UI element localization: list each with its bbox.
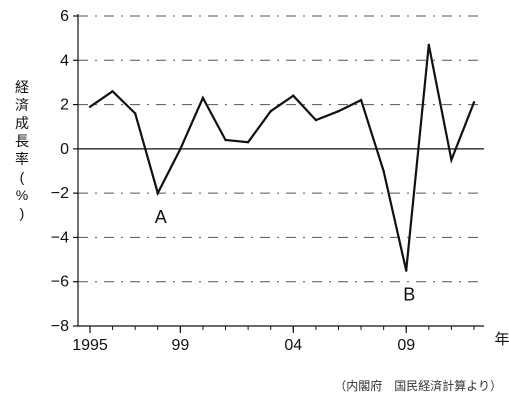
data-point [224, 138, 227, 142]
data-point [472, 101, 476, 104]
y-tick-label: 4 [60, 52, 69, 69]
data-point [314, 118, 318, 122]
data-point [88, 105, 92, 108]
grid-layer [78, 15, 484, 327]
y-tick-label: 0 [60, 141, 69, 158]
data-point [156, 191, 159, 195]
data-point [111, 90, 114, 93]
data-point [201, 96, 205, 100]
data-point [405, 269, 408, 272]
annotation-label-a: A [155, 207, 167, 227]
data-point [382, 169, 385, 173]
x-unit-label: 年 [494, 331, 509, 348]
data-point [246, 141, 250, 144]
data-point [427, 43, 431, 46]
annotation-label-b: B [403, 285, 415, 305]
y-tick-label: −4 [51, 229, 69, 246]
data-point [337, 110, 340, 113]
series-layer [88, 43, 476, 272]
y-tick-label: −6 [51, 274, 69, 291]
label-layer: 年 経済成長率(%) A B （内閣府 国民経済計算より） [15, 79, 509, 393]
data-point [179, 147, 182, 151]
data-point [133, 112, 137, 115]
y-axis-label: 経済成長率(%) [15, 79, 29, 221]
series-line [89, 44, 476, 271]
y-tick-label: 2 [60, 97, 69, 114]
source-note: （内閣府 国民経済計算より） [334, 378, 502, 393]
data-point [359, 98, 363, 102]
x-tick-label: 09 [397, 337, 415, 354]
data-point [292, 94, 295, 97]
data-point [269, 110, 272, 113]
x-tick-label: 1995 [72, 337, 108, 354]
y-tick-label: 6 [60, 8, 69, 25]
x-tick-label: 04 [284, 337, 302, 354]
x-tick-label: 99 [171, 337, 189, 354]
data-point [450, 158, 453, 162]
y-tick-label: −8 [51, 318, 69, 335]
y-tick-label: −2 [51, 185, 69, 202]
